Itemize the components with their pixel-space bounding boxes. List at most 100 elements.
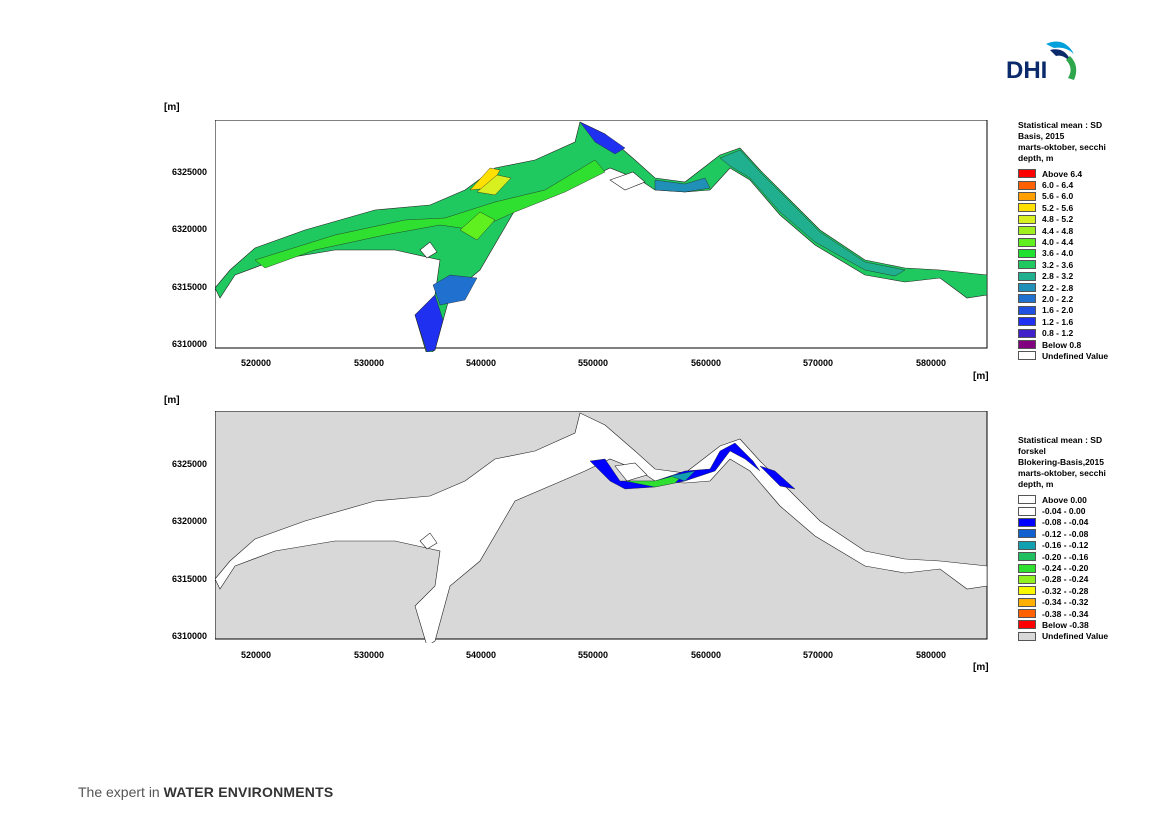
legend-label: 2.0 - 2.2 [1042, 293, 1074, 304]
y-tick: 6320000 [171, 516, 207, 526]
legend-swatch [1018, 552, 1036, 562]
y-tick: 6310000 [171, 339, 207, 349]
legend-label: 4.0 - 4.4 [1042, 237, 1074, 248]
legend-label: -0.04 - 0.00 [1042, 506, 1086, 517]
legend-swatch [1018, 620, 1036, 630]
legend-label: 2.8 - 3.2 [1042, 271, 1074, 282]
legend-basis: Statistical mean : SD Basis, 2015 marts-… [1018, 120, 1118, 362]
x-tick: 570000 [803, 358, 834, 368]
legend-label: -0.24 - -0.20 [1042, 563, 1089, 574]
legend-swatch [1018, 203, 1036, 213]
map-panel-difference: [m] 6325000 6320000 6315000 6310000 5200… [150, 393, 1110, 683]
legend-item: -0.12 - -0.08 [1018, 528, 1118, 539]
footer-tagline: The expert in WATER ENVIRONMENTS [78, 784, 333, 800]
legend-swatch [1018, 631, 1036, 641]
legend-item: -0.38 - -0.34 [1018, 608, 1118, 619]
legend-swatch [1018, 294, 1036, 304]
legend-label: 4.4 - 4.8 [1042, 225, 1074, 236]
x-tick: 560000 [691, 358, 722, 368]
legend-swatch [1018, 260, 1036, 270]
y-tick: 6320000 [171, 224, 207, 234]
legend-swatch [1018, 169, 1036, 179]
legend-swatch [1018, 340, 1036, 350]
dhi-logo: DHI [1004, 36, 1084, 86]
x-tick: 580000 [916, 650, 947, 660]
legend-item: 4.4 - 4.8 [1018, 225, 1118, 236]
legend-label: Below -0.38 [1042, 619, 1089, 630]
x-tick: 550000 [578, 358, 609, 368]
legend-swatch [1018, 597, 1036, 607]
footer-prefix: The expert in [78, 784, 164, 800]
legend-item: 4.8 - 5.2 [1018, 214, 1118, 225]
x-tick: 540000 [466, 650, 497, 660]
legend-item: 5.6 - 6.0 [1018, 191, 1118, 202]
legend-label: Below 0.8 [1042, 339, 1082, 350]
legend-item: -0.08 - -0.04 [1018, 517, 1118, 528]
legend-item: -0.16 - -0.12 [1018, 540, 1118, 551]
legend-item: Above 0.00 [1018, 494, 1118, 505]
x-tick: 520000 [241, 650, 272, 660]
legend-item: 2.2 - 2.8 [1018, 282, 1118, 293]
legend-item: -0.28 - -0.24 [1018, 574, 1118, 585]
y-unit-label: [m] [164, 395, 180, 406]
legend-item: 4.0 - 4.4 [1018, 236, 1118, 247]
secchi-depth-difference-map [215, 411, 988, 643]
legend-swatch [1018, 506, 1036, 516]
legend-item: 1.2 - 1.6 [1018, 316, 1118, 327]
legend-swatch [1018, 563, 1036, 573]
secchi-depth-map [215, 120, 988, 352]
legend-item: -0.04 - 0.00 [1018, 505, 1118, 516]
legend-title-line: Statistical mean : SD [1018, 435, 1103, 445]
legend-label: 2.2 - 2.8 [1042, 282, 1074, 293]
legend-item: -0.24 - -0.20 [1018, 562, 1118, 573]
x-tick: 530000 [354, 650, 385, 660]
legend-swatch [1018, 180, 1036, 190]
legend-title-line: Statistical mean : SD [1018, 120, 1103, 130]
legend-item: 6.0 - 6.4 [1018, 179, 1118, 190]
y-unit-label: [m] [164, 102, 180, 113]
legend-swatch [1018, 283, 1036, 293]
legend-label: Above 0.00 [1042, 494, 1087, 505]
legend-label: -0.20 - -0.16 [1042, 551, 1089, 562]
x-unit-label: [m] [973, 371, 989, 382]
legend-label: 3.2 - 3.6 [1042, 259, 1074, 270]
svg-text:DHI: DHI [1006, 57, 1047, 84]
y-tick: 6325000 [171, 459, 207, 469]
legend-item: Below -0.38 [1018, 619, 1118, 630]
x-tick: 550000 [578, 650, 609, 660]
legend-title-line: Basis, 2015 [1018, 131, 1065, 141]
legend-swatch [1018, 540, 1036, 550]
x-tick: 520000 [241, 358, 272, 368]
legend-title-line: forskel [1018, 446, 1046, 456]
legend-swatch [1018, 574, 1036, 584]
legend-swatch [1018, 305, 1036, 315]
legend-swatch [1018, 529, 1036, 539]
legend-title-line: depth, m [1018, 153, 1054, 163]
x-unit-label: [m] [973, 662, 989, 673]
legend-item: 2.8 - 3.2 [1018, 271, 1118, 282]
legend-title-line: depth, m [1018, 479, 1054, 489]
legend-item: -0.32 - -0.28 [1018, 585, 1118, 596]
legend-title-line: marts-oktober, secchi [1018, 142, 1106, 152]
legend-swatch [1018, 328, 1036, 338]
legend-label: -0.08 - -0.04 [1042, 517, 1089, 528]
legend-label: 5.6 - 6.0 [1042, 191, 1074, 202]
legend-label: 0.8 - 1.2 [1042, 328, 1074, 339]
x-tick: 570000 [803, 650, 834, 660]
legend-item: 0.8 - 1.2 [1018, 327, 1118, 338]
y-tick: 6325000 [171, 167, 207, 177]
legend-label: -0.38 - -0.34 [1042, 608, 1089, 619]
legend-label: 4.8 - 5.2 [1042, 214, 1074, 225]
legend-swatch [1018, 495, 1036, 505]
legend-swatch [1018, 248, 1036, 258]
legend-label: 1.6 - 2.0 [1042, 305, 1074, 316]
footer-emphasis: WATER ENVIRONMENTS [163, 784, 334, 800]
legend-swatch [1018, 586, 1036, 596]
legend-item: 1.6 - 2.0 [1018, 305, 1118, 316]
legend-title-line: Blokering-Basis,2015 [1018, 457, 1104, 467]
legend-item: 3.6 - 4.0 [1018, 248, 1118, 259]
legend-item: Below 0.8 [1018, 339, 1118, 350]
legend-swatch [1018, 351, 1036, 361]
legend-swatch [1018, 517, 1036, 527]
y-tick: 6315000 [171, 282, 207, 292]
